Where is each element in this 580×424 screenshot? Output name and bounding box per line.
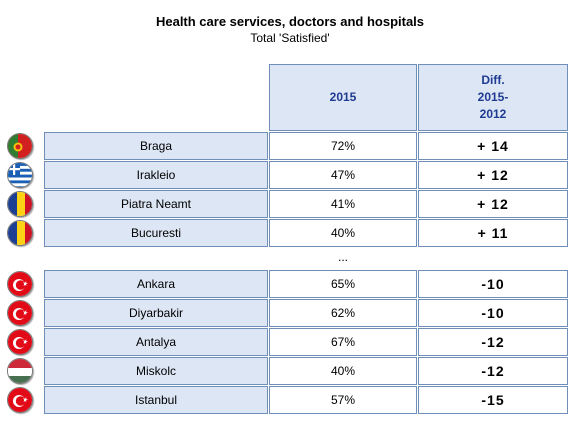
romania-flag-icon (7, 220, 33, 246)
city-label: Miskolc (44, 357, 268, 385)
romania-flag-icon (7, 191, 33, 217)
value-2015: 40% (269, 357, 417, 385)
turkey-flag-icon (7, 271, 33, 297)
city-label: Braga (44, 132, 268, 160)
value-diff: -15 (418, 386, 568, 414)
city-label: Diyarbakir (44, 299, 268, 327)
value-2015: 62% (269, 299, 417, 327)
city-label: Ankara (44, 270, 268, 298)
chart-title: Health care services, doctors and hospit… (155, 14, 425, 29)
city-label: Bucuresti (44, 219, 268, 247)
table-row: Ankara 65% -10 (0, 270, 580, 298)
table-row: Istanbul 57% -15 (0, 386, 580, 414)
value-diff: + 12 (418, 190, 568, 218)
value-2015: 47% (269, 161, 417, 189)
table-row: Braga 72% + 14 (0, 132, 580, 160)
city-label: Istanbul (44, 386, 268, 414)
table-row: Miskolc 40% -12 (0, 357, 580, 385)
value-diff: + 14 (418, 132, 568, 160)
table-row: Irakleio 47% + 12 (0, 161, 580, 189)
city-label: Irakleio (44, 161, 268, 189)
value-2015: 40% (269, 219, 417, 247)
value-diff: -10 (418, 299, 568, 327)
value-2015: 41% (269, 190, 417, 218)
table-row: Bucuresti 40% + 11 (0, 219, 580, 247)
turkey-flag-icon (7, 329, 33, 355)
chart-subtitle: Total 'Satisfied' (250, 31, 330, 45)
column-header-2015: 2015 (269, 64, 417, 131)
greece-flag-icon (7, 162, 33, 188)
value-diff: -10 (418, 270, 568, 298)
portugal-flag-icon (7, 133, 33, 159)
column-header-diff: Diff. 2015- 2012 (418, 64, 568, 131)
value-2015: 57% (269, 386, 417, 414)
value-diff: + 12 (418, 161, 568, 189)
value-diff: -12 (418, 357, 568, 385)
value-diff: + 11 (418, 219, 568, 247)
row-separator-ellipsis: ... (337, 250, 348, 264)
turkey-flag-icon (7, 300, 33, 326)
hungary-flag-icon (7, 358, 33, 384)
value-2015: 65% (269, 270, 417, 298)
table-row: Piatra Neamt 41% + 12 (0, 190, 580, 218)
city-label: Piatra Neamt (44, 190, 268, 218)
city-label: Antalya (44, 328, 268, 356)
table-row: Antalya 67% -12 (0, 328, 580, 356)
value-2015: 72% (269, 132, 417, 160)
table-row: Diyarbakir 62% -10 (0, 299, 580, 327)
value-2015: 67% (269, 328, 417, 356)
value-diff: -12 (418, 328, 568, 356)
turkey-flag-icon (7, 387, 33, 413)
